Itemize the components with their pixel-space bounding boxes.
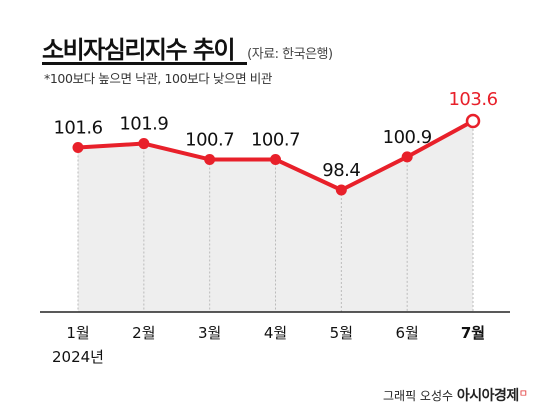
- x-tick-label-6: 6월: [395, 324, 418, 342]
- credit: 그래픽 오성수 아시아경제ㅁ: [383, 385, 528, 405]
- title-underline: [42, 62, 247, 65]
- x-tick-label-4: 4월: [264, 324, 287, 342]
- x-tick-label-7: 7월: [461, 324, 485, 342]
- brand-mark-icon: ㅁ: [518, 389, 528, 400]
- chart-subtitle: *100보다 높으면 낙관, 100보다 낮으면 비관: [44, 71, 273, 86]
- x-tick-label-3: 3월: [198, 324, 221, 342]
- value-label-4: 100.7: [251, 129, 300, 150]
- year-label: 2024년: [52, 348, 104, 366]
- value-label-2: 101.9: [119, 114, 168, 135]
- brand-logo: 아시아경제: [456, 388, 519, 404]
- x-tick-label-5: 5월: [330, 324, 353, 342]
- x-tick-label-1: 1월: [66, 324, 89, 342]
- chart-title: 소비자심리지수 추이: [42, 36, 236, 64]
- data-point-6: [401, 151, 413, 163]
- value-label-1: 101.6: [53, 118, 102, 139]
- data-point-highlight: [465, 113, 481, 129]
- data-point-1: [72, 142, 84, 154]
- value-label-3: 100.7: [185, 129, 234, 150]
- value-label-6: 100.9: [383, 127, 432, 148]
- data-point-4: [270, 153, 281, 165]
- data-point-3: [204, 153, 216, 165]
- chart-source: (자료: 한국은행): [247, 47, 333, 62]
- value-label-7: 103.6: [448, 89, 497, 110]
- value-label-5: 98.4: [322, 160, 360, 181]
- data-point-5: [335, 184, 347, 196]
- graphic-byline: 그래픽 오성수: [383, 389, 454, 403]
- x-tick-label-2: 2월: [132, 324, 155, 342]
- data-point-2: [138, 138, 150, 150]
- title-row: 소비자심리지수 추이 (자료: 한국은행): [42, 30, 333, 65]
